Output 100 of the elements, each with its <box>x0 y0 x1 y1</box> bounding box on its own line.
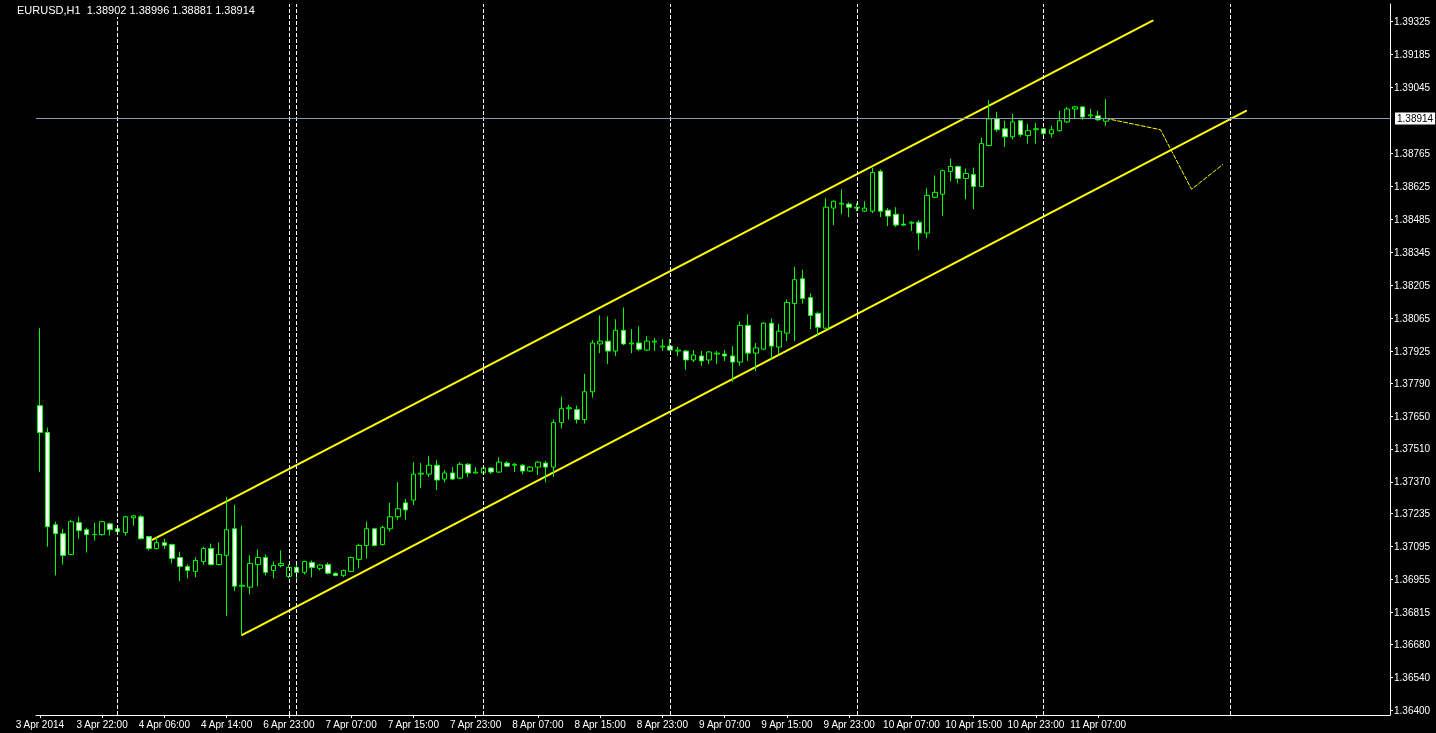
y-tick-label: 1.37510 <box>1394 443 1431 455</box>
candlestick <box>255 548 261 587</box>
candlestick <box>916 219 922 251</box>
ref-line-label: 1.38914 <box>1397 112 1434 124</box>
candlestick <box>76 516 82 540</box>
candlestick <box>325 561 331 575</box>
candlestick <box>123 515 128 537</box>
candlestick <box>1088 108 1093 120</box>
candlestick <box>380 525 385 546</box>
candlestick <box>512 462 517 473</box>
candlestick <box>232 504 237 592</box>
y-tick-label: 1.36955 <box>1394 574 1431 586</box>
candlestick <box>224 496 229 617</box>
candlestick <box>994 111 1000 133</box>
candlestick <box>862 200 867 213</box>
candlestick <box>893 206 899 228</box>
candlestick <box>979 137 984 188</box>
candlestick <box>963 168 969 200</box>
candlestick <box>457 461 463 480</box>
x-tick-label: 10 Apr 07:00 <box>883 718 941 730</box>
candlestick <box>660 338 665 352</box>
candlestick <box>769 317 774 360</box>
candlestick <box>699 350 704 367</box>
x-tick-label: 10 Apr 23:00 <box>1007 718 1065 730</box>
candlestick <box>1057 110 1062 133</box>
y-tick-label: 1.38485 <box>1394 213 1431 225</box>
candlestick <box>846 201 852 218</box>
x-tick-label: 11 Apr 07:00 <box>1070 718 1127 730</box>
candlestick <box>99 520 105 537</box>
candlestick <box>154 537 159 550</box>
y-tick-label: 1.37095 <box>1394 541 1431 553</box>
candlestick <box>691 349 696 363</box>
candlestick <box>924 187 930 239</box>
candlestick <box>411 461 416 506</box>
candlestick <box>831 199 836 226</box>
x-tick-label: 3 Apr 2014 <box>15 718 65 730</box>
candlestick <box>722 349 727 362</box>
candlestick <box>932 174 938 199</box>
candlestick <box>450 466 455 481</box>
candlestick <box>948 158 953 183</box>
x-tick-label: 9 Apr 23:00 <box>823 718 876 730</box>
candlestick <box>535 460 541 476</box>
candlestick <box>488 466 494 475</box>
candlestick <box>465 462 471 478</box>
candlestick <box>582 373 587 425</box>
candlestick <box>496 456 502 474</box>
candlestick <box>169 543 175 564</box>
candlestick <box>839 188 844 215</box>
candlestick <box>473 466 478 475</box>
candlestick <box>636 325 642 352</box>
candlestick <box>481 466 486 475</box>
candlestick <box>644 335 650 352</box>
y-tick-label: 1.38345 <box>1394 246 1431 258</box>
candlestick <box>302 560 307 575</box>
candlestick <box>1025 123 1031 145</box>
candlestick <box>784 298 790 342</box>
candlestick <box>1002 120 1008 148</box>
candlestick <box>201 546 206 566</box>
x-tick-label: 4 Apr 06:00 <box>138 718 191 730</box>
candlestick <box>574 405 580 425</box>
candlestick <box>317 564 323 571</box>
candlestick <box>621 306 626 346</box>
candlestick <box>53 521 58 576</box>
candlestick <box>737 320 743 367</box>
candlestick <box>185 564 190 579</box>
x-tick-label: 4 Apr 14:00 <box>201 718 253 730</box>
candlestick <box>208 543 214 566</box>
candlestick <box>800 269 805 304</box>
candlestick <box>1080 105 1085 121</box>
candlestick <box>193 557 198 578</box>
candlestick <box>364 521 369 559</box>
candlestick <box>753 342 759 372</box>
candlestick <box>901 213 906 227</box>
candlestick <box>714 350 720 365</box>
candlestick <box>792 266 797 342</box>
y-tick-label: 1.36815 <box>1394 607 1431 619</box>
candlestick <box>434 459 440 491</box>
y-tick-label: 1.37925 <box>1394 345 1431 357</box>
y-tick-label: 1.37370 <box>1394 476 1431 488</box>
candlestick <box>239 525 245 636</box>
y-tick-label: 1.37650 <box>1394 410 1431 422</box>
candlestick <box>605 315 611 365</box>
candlestick <box>356 543 362 569</box>
candlestick <box>551 419 556 478</box>
candlestick <box>1064 106 1070 124</box>
y-tick-label: 1.38205 <box>1394 279 1431 291</box>
y-tick-label: 1.36400 <box>1394 704 1431 716</box>
x-tick-label: 7 Apr 15:00 <box>387 718 440 730</box>
candlestick <box>504 460 510 468</box>
candlestick <box>1033 122 1039 145</box>
candlestick <box>278 549 284 568</box>
candlestick <box>341 569 346 578</box>
candlestick <box>426 455 432 478</box>
candlestick <box>986 99 992 147</box>
y-tick-label: 1.37790 <box>1394 377 1431 389</box>
x-tick-label: 6 Apr 23:00 <box>263 718 315 730</box>
candlestick <box>45 427 50 548</box>
x-tick-label: 8 Apr 15:00 <box>574 718 627 730</box>
y-tick-label: 1.36680 <box>1394 638 1431 650</box>
candlestick <box>870 167 875 214</box>
